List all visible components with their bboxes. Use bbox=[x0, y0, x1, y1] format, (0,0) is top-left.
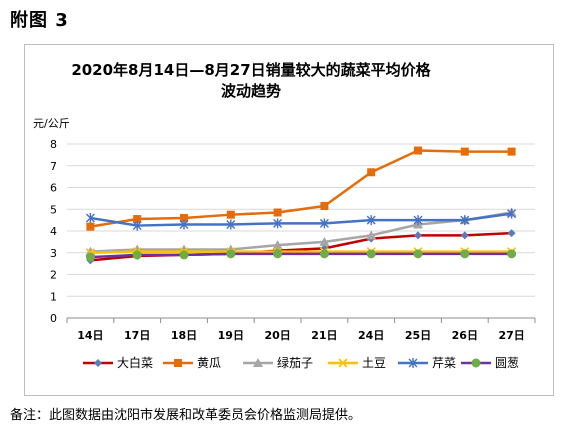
series-5 bbox=[85, 208, 517, 231]
data-point bbox=[226, 219, 236, 230]
data-point bbox=[132, 250, 142, 260]
data-point bbox=[460, 249, 470, 259]
data-point bbox=[507, 249, 517, 259]
data-point bbox=[94, 359, 102, 367]
x-tick-label: 27日 bbox=[498, 329, 524, 342]
x-tick-label: 21日 bbox=[311, 329, 337, 342]
x-tick-label: 25日 bbox=[405, 329, 431, 342]
data-point bbox=[226, 210, 235, 219]
data-point bbox=[507, 208, 517, 219]
data-point bbox=[366, 249, 376, 259]
data-point bbox=[366, 230, 377, 240]
series-lines bbox=[85, 146, 517, 265]
x-tick-label: 20日 bbox=[264, 329, 290, 342]
y-tick-label: 8 bbox=[50, 138, 57, 151]
footnote: 备注：此图数据由沈阳市发展和改革委员会价格监测局提供。 bbox=[10, 408, 362, 423]
x-tick-label: 26日 bbox=[452, 329, 478, 342]
data-point bbox=[273, 218, 283, 229]
data-point bbox=[338, 358, 348, 368]
y-tick-label: 0 bbox=[50, 312, 57, 325]
series-line bbox=[90, 149, 512, 228]
x-tick-label: 17日 bbox=[124, 329, 150, 342]
data-point bbox=[179, 250, 189, 260]
data-point bbox=[272, 240, 283, 250]
data-point bbox=[414, 146, 422, 155]
series-2 bbox=[86, 146, 516, 231]
legend-label: 圆葱 bbox=[495, 356, 519, 370]
data-point bbox=[408, 358, 418, 368]
series-line bbox=[90, 211, 512, 253]
data-point bbox=[253, 358, 263, 367]
series-line bbox=[90, 231, 512, 262]
series-line bbox=[90, 212, 512, 227]
page-heading: 附图 3 bbox=[10, 10, 69, 31]
data-point bbox=[507, 147, 516, 156]
data-point bbox=[460, 147, 469, 156]
data-point bbox=[366, 215, 376, 226]
data-point bbox=[133, 215, 142, 224]
y-tick-label: 5 bbox=[50, 203, 57, 216]
series-1 bbox=[86, 229, 516, 265]
x-tick-label: 14日 bbox=[77, 329, 103, 342]
data-point bbox=[132, 220, 142, 231]
legend-label: 绿茄子 bbox=[277, 355, 313, 370]
legend-item: 黄瓜 bbox=[163, 356, 221, 370]
legend: 大白菜 黄瓜 绿茄子 土豆 芹菜 圆葱 bbox=[83, 355, 519, 370]
data-point bbox=[460, 215, 470, 226]
data-point bbox=[180, 213, 188, 222]
legend-label: 大白菜 bbox=[117, 355, 153, 370]
y-tick-label: 1 bbox=[50, 290, 57, 303]
x-tick-label: 19日 bbox=[218, 329, 244, 342]
data-point bbox=[273, 249, 283, 259]
chart-container: 2020年8月14日—8月27日销量较大的蔬菜平均价格 波动趋势 元/公斤 0 1… bbox=[24, 44, 554, 396]
legend-item: 圆葱 bbox=[461, 356, 519, 370]
legend-item: 大白菜 bbox=[83, 355, 153, 370]
x-tick-label: 18日 bbox=[171, 329, 197, 342]
y-tick-label: 2 bbox=[50, 269, 57, 282]
legend-label: 黄瓜 bbox=[197, 356, 221, 370]
data-point bbox=[273, 208, 282, 217]
data-point bbox=[319, 218, 329, 229]
legend-item: 芹菜 bbox=[398, 356, 456, 370]
data-point bbox=[86, 222, 95, 231]
legend-item: 土豆 bbox=[328, 356, 386, 370]
y-tick-label: 6 bbox=[50, 182, 57, 195]
y-tick-label: 7 bbox=[50, 160, 57, 173]
axes: 0 1 2 3 4 5 6 7 8 14日 17日 18日 19日 20日 21日 24日 25日 26日 27日 bbox=[50, 138, 536, 342]
data-point bbox=[85, 252, 95, 262]
series-line bbox=[90, 250, 512, 254]
gridlines bbox=[67, 143, 535, 319]
data-point bbox=[460, 231, 469, 240]
x-tick-label: 24日 bbox=[358, 329, 384, 342]
legend-label: 芹菜 bbox=[432, 356, 456, 370]
data-point bbox=[413, 215, 423, 226]
data-point bbox=[471, 358, 481, 368]
data-point bbox=[414, 231, 422, 240]
y-tick-label: 3 bbox=[50, 247, 57, 260]
data-point bbox=[413, 249, 423, 259]
line-chart: 2020年8月14日—8月27日销量较大的蔬菜平均价格 波动趋势 元/公斤 0 1… bbox=[33, 61, 536, 370]
data-point bbox=[174, 359, 182, 367]
y-axis-label: 元/公斤 bbox=[33, 117, 70, 130]
data-point bbox=[319, 249, 329, 259]
chart-title-line-1: 2020年8月14日—8月27日销量较大的蔬菜平均价格 bbox=[71, 61, 431, 79]
legend-label: 土豆 bbox=[362, 356, 386, 370]
data-point bbox=[507, 229, 516, 238]
chart-title-line-2: 波动趋势 bbox=[221, 82, 281, 100]
data-point bbox=[367, 168, 376, 177]
data-point bbox=[179, 219, 189, 230]
legend-item: 绿茄子 bbox=[243, 355, 313, 370]
data-point bbox=[319, 236, 330, 246]
data-point bbox=[85, 212, 95, 223]
data-point bbox=[226, 249, 236, 259]
series-6 bbox=[85, 249, 517, 262]
series-line bbox=[90, 252, 512, 259]
data-point bbox=[320, 201, 329, 210]
y-tick-label: 4 bbox=[50, 225, 57, 238]
